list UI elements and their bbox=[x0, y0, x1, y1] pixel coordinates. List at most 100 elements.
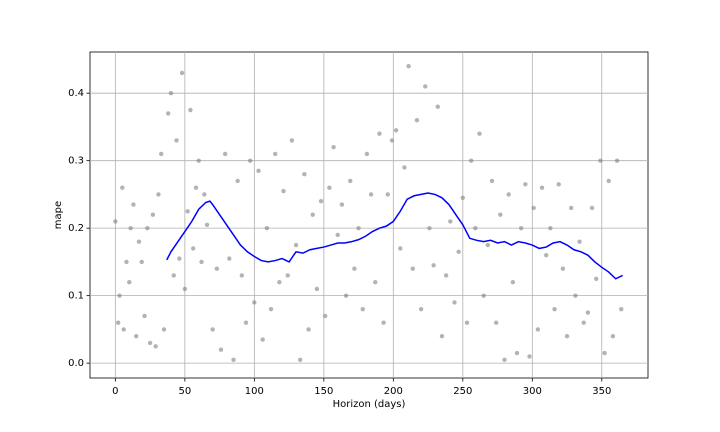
point bbox=[298, 357, 303, 362]
point bbox=[381, 320, 386, 325]
y-tick-label: 0.4 bbox=[68, 88, 84, 99]
point bbox=[464, 320, 470, 325]
point bbox=[589, 205, 595, 211]
line bbox=[166, 192, 623, 280]
point bbox=[218, 347, 224, 352]
point bbox=[277, 279, 282, 285]
point bbox=[448, 219, 453, 224]
point bbox=[188, 107, 193, 113]
point bbox=[343, 293, 349, 298]
point bbox=[489, 178, 495, 184]
x-tick-label: 150 bbox=[314, 386, 333, 397]
point bbox=[585, 310, 591, 315]
point bbox=[619, 306, 624, 312]
point bbox=[247, 158, 253, 163]
point bbox=[210, 327, 215, 332]
x-axis-label: Horizon (days) bbox=[333, 399, 406, 410]
point bbox=[610, 333, 616, 339]
point bbox=[159, 151, 164, 157]
point bbox=[385, 192, 390, 197]
point bbox=[569, 205, 574, 211]
point bbox=[177, 256, 182, 261]
point bbox=[493, 320, 499, 325]
y-tick-label: 0.2 bbox=[68, 223, 84, 234]
point bbox=[614, 158, 620, 163]
point bbox=[327, 185, 332, 190]
point bbox=[460, 195, 466, 200]
x-tick-label: 50 bbox=[178, 386, 191, 397]
point bbox=[124, 259, 129, 265]
point bbox=[139, 259, 144, 265]
point bbox=[115, 320, 121, 325]
point bbox=[602, 350, 607, 356]
point bbox=[573, 293, 578, 298]
point bbox=[318, 198, 324, 204]
point bbox=[377, 131, 382, 136]
point bbox=[431, 263, 436, 268]
point bbox=[527, 354, 532, 359]
point bbox=[121, 327, 126, 332]
point bbox=[199, 259, 204, 265]
x-tick-label: 200 bbox=[384, 386, 403, 397]
point bbox=[243, 320, 249, 325]
point bbox=[456, 249, 461, 254]
point bbox=[323, 313, 328, 319]
point bbox=[113, 219, 118, 224]
point bbox=[153, 344, 158, 349]
point bbox=[577, 239, 582, 244]
point bbox=[302, 171, 307, 177]
point bbox=[310, 212, 315, 217]
point bbox=[239, 273, 245, 278]
point bbox=[190, 246, 196, 251]
point bbox=[335, 232, 340, 238]
point bbox=[564, 333, 570, 339]
point bbox=[560, 266, 566, 271]
point bbox=[161, 327, 167, 332]
point bbox=[171, 273, 176, 278]
point bbox=[306, 327, 311, 332]
point bbox=[196, 158, 201, 163]
point bbox=[594, 276, 599, 281]
point bbox=[168, 90, 174, 96]
point bbox=[510, 279, 516, 285]
point bbox=[389, 138, 395, 143]
point bbox=[481, 293, 486, 298]
point bbox=[360, 306, 365, 312]
point bbox=[498, 212, 503, 217]
point bbox=[398, 246, 403, 251]
point bbox=[231, 357, 236, 362]
point bbox=[331, 144, 336, 150]
point bbox=[548, 225, 553, 231]
point bbox=[435, 104, 440, 109]
y-tick-label: 0.1 bbox=[68, 291, 84, 302]
x-tick-label: 350 bbox=[592, 386, 611, 397]
point bbox=[356, 225, 361, 231]
point bbox=[414, 117, 420, 123]
point bbox=[348, 178, 353, 184]
x-tick-label: 300 bbox=[523, 386, 542, 397]
point bbox=[145, 225, 150, 231]
point bbox=[393, 128, 399, 133]
point bbox=[150, 212, 156, 217]
y-tick-label: 0.0 bbox=[68, 358, 84, 369]
point bbox=[485, 242, 491, 248]
point bbox=[364, 151, 370, 157]
point bbox=[368, 192, 374, 197]
point bbox=[179, 70, 185, 76]
point bbox=[468, 158, 474, 163]
point bbox=[502, 357, 507, 362]
point bbox=[373, 279, 378, 285]
point bbox=[235, 178, 240, 184]
point bbox=[518, 225, 524, 231]
point bbox=[272, 151, 278, 157]
point bbox=[264, 225, 270, 231]
point bbox=[418, 306, 424, 312]
x-tick-label: 250 bbox=[453, 386, 472, 397]
point bbox=[539, 185, 545, 190]
point bbox=[523, 182, 528, 187]
point bbox=[552, 306, 557, 312]
point bbox=[531, 205, 536, 211]
point bbox=[293, 242, 299, 248]
